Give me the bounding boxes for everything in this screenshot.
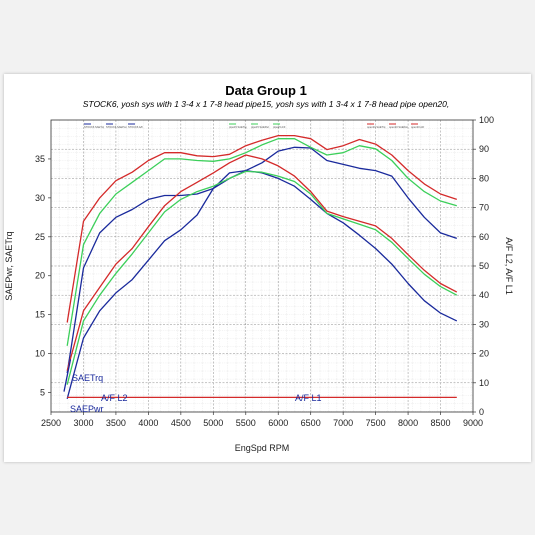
x-tick-label: 8000 (398, 418, 418, 428)
x-axis-label: EngSpd RPM (235, 443, 290, 453)
y-right-tick-label: 80 (479, 173, 489, 183)
x-tick-label: 7000 (333, 418, 353, 428)
y-right-tick-label: 20 (479, 349, 489, 359)
y-axis-right: 0 10 20 30 40 50 60 70 80 90 100 (473, 115, 494, 417)
x-tick-label: 6000 (268, 418, 288, 428)
y-left-tick-label: 35 (35, 154, 45, 164)
x-tick-label: 9000 (463, 418, 483, 428)
series-line-stock-a-f (63, 359, 72, 392)
x-tick-label: 4000 (138, 418, 158, 428)
legend-entry: pipe15 A/F (273, 125, 286, 129)
annotation-af-l2: A/F L2 (101, 393, 128, 403)
x-tick-label: 3500 (106, 418, 126, 428)
legend-entry: STOCK6 SAEPwr (106, 125, 127, 129)
annotation-af-l1: A/F L1 (295, 393, 322, 403)
series-line-stock-saetrq (66, 146, 458, 374)
series-line-stock-saepwr (66, 169, 458, 399)
series-line-pipe15-saepwr (66, 170, 458, 385)
legend-entry: open20 SAEPwr (389, 125, 408, 129)
series-line-pipe15-saetrq (66, 138, 457, 346)
y-right-tick-label: 10 (479, 378, 489, 388)
x-tick-label: 5000 (203, 418, 223, 428)
y-right-tick-label: 0 (479, 407, 484, 417)
x-tick-label: 3000 (73, 418, 93, 428)
x-tick-label: 5500 (236, 418, 256, 428)
x-tick-label: 7500 (366, 418, 386, 428)
y-left-tick-label: 10 (35, 349, 45, 359)
y-left-tick-label: 25 (35, 232, 45, 242)
y-right-tick-label: 30 (479, 319, 489, 329)
x-tick-label: 4500 (171, 418, 191, 428)
series-layer (63, 134, 458, 399)
y-right-tick-label: 60 (479, 232, 489, 242)
y-axis-left-label: SAEPwr, SAETrq (4, 231, 14, 300)
y-left-tick-label: 20 (35, 271, 45, 281)
legend-entry: STOCK6 A/F (128, 125, 143, 129)
series-line-open20-saepwr (66, 154, 458, 371)
legend-entry: open20 SAETrq (367, 125, 386, 129)
y-right-tick-label: 50 (479, 261, 489, 271)
y-right-tick-label: 100 (479, 115, 494, 125)
legend: STOCK6 SAETrq STOCK6 SAEPwr STOCK6 A/F pipe… (84, 123, 425, 129)
chart-subtitle: STOCK6, yosh sys with 1 3-4 x 1 7-8 head… (83, 99, 450, 109)
annotation-saepwr: SAEPwr (70, 404, 104, 414)
legend-entry: pipe15 SAETrq (229, 125, 247, 129)
legend-entry: pipe15 SAEPwr (251, 125, 269, 129)
y-right-tick-label: 40 (479, 290, 489, 300)
major-grid (51, 120, 473, 412)
x-tick-label: 2500 (41, 418, 61, 428)
legend-entry: STOCK6 SAETrq (84, 125, 105, 129)
legend-entry: open20 A/F (411, 125, 425, 129)
x-axis: 2500 3000 3500 4000 4500 5000 5500 6000 6500 7000… (41, 412, 483, 428)
y-right-tick-label: 90 (479, 144, 489, 154)
y-axis-left: 5 10 15 20 25 30 35 (35, 154, 51, 398)
y-axis-right-label: A/F L2, A/F L1 (504, 237, 514, 295)
y-left-tick-label: 15 (35, 310, 45, 320)
y-left-tick-label: 5 (40, 388, 45, 398)
y-right-tick-label: 70 (479, 203, 489, 213)
series-line-open20-saetrq (66, 134, 458, 323)
annotation-saetrq: SAETrq (72, 373, 103, 383)
y-left-tick-label: 30 (35, 193, 45, 203)
x-tick-label: 6500 (301, 418, 321, 428)
x-tick-label: 8500 (431, 418, 451, 428)
chart-title: Data Group 1 (225, 83, 307, 98)
